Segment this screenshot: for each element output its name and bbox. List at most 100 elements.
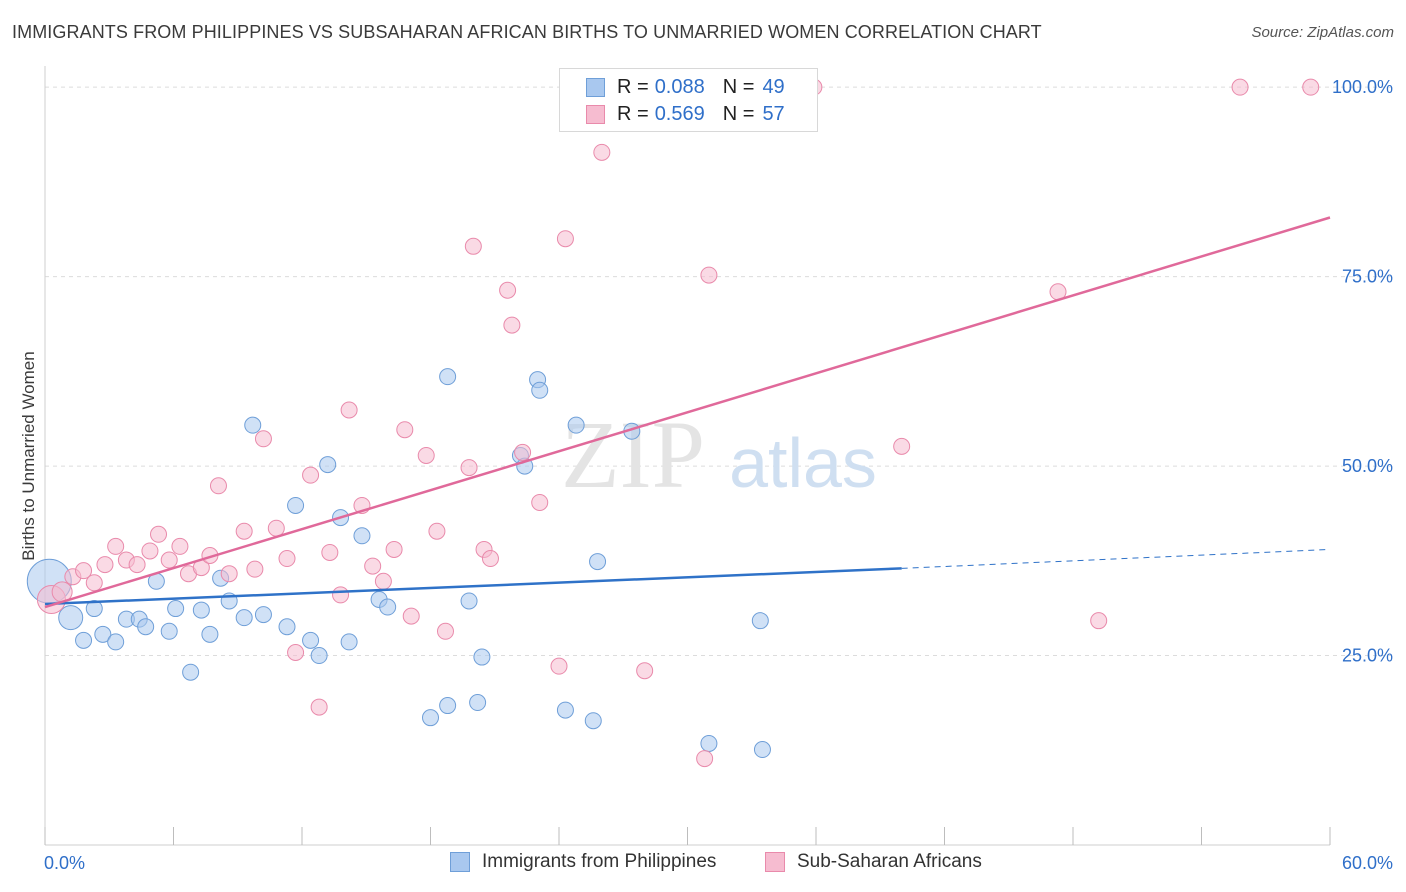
data-point [287,496,305,514]
data-point [235,609,253,627]
legend-n-label: N = [722,75,755,98]
data-point [753,741,771,759]
data-point [58,605,84,631]
data-point [96,556,114,574]
data-point [332,586,350,604]
data-point [340,401,358,419]
data-point [150,525,168,543]
watermark: ZIP atlas [561,401,877,508]
data-point [310,647,328,665]
trend-lines [44,216,1331,609]
data-point [182,663,200,681]
data-point [436,622,454,640]
data-point [1302,78,1320,96]
data-point [531,381,549,399]
bottom-legend-swatch-blue [450,852,470,872]
data-point [192,601,210,619]
data-point [321,543,339,561]
data-point [700,734,718,752]
data-point [267,519,285,537]
data-point [353,527,371,545]
legend-swatch-blue [586,77,605,97]
data-point [751,612,769,630]
legend-n-value: 57 [762,102,785,125]
data-point [167,600,185,618]
data-point [379,598,397,616]
data-point [556,701,574,719]
x-tick-label: 60.0% [1342,853,1393,873]
data-point [696,750,714,768]
legend-row-subsaharan: R = 0.569 N = 57 [586,102,785,126]
data-point [396,421,414,439]
data-point [278,618,296,636]
data-point [514,443,532,461]
data-point [460,592,478,610]
data-point [589,553,607,571]
bottom-legend-label: Immigrants from Philippines [482,851,717,872]
data-point [137,618,155,636]
data-point [469,694,487,712]
data-point [319,456,337,474]
data-point [364,557,382,575]
grid-lines [45,86,1392,657]
data-point [171,537,189,555]
legend-swatch-pink [586,104,605,124]
legend-n-value: 49 [762,75,785,98]
trend-line-philippines-extension [901,548,1331,569]
watermark-zip: ZIP [561,401,705,508]
axes [44,66,1331,846]
data-point [340,633,358,651]
data-point [422,709,439,727]
watermark-atlas: atlas [729,424,877,502]
data-point [531,493,549,511]
data-point [1231,78,1249,96]
data-point [402,607,420,625]
data-point [85,574,103,592]
data-point [439,697,457,715]
data-point [556,230,574,248]
data-point [128,556,146,574]
data-point [893,437,911,455]
data-point [473,648,491,666]
data-point [1090,612,1108,630]
data-point [220,565,238,583]
trend-line-philippines [44,567,902,606]
data-point [94,625,112,643]
y-tick-label: 50.0% [1342,456,1393,476]
data-point [302,466,320,484]
data-point [550,657,568,675]
legend-r-label: R = [617,75,649,98]
data-point [567,416,585,434]
bottom-legend-swatch-pink [765,852,785,872]
data-point [385,540,403,558]
data-point [593,143,611,161]
data-point [160,622,178,640]
data-point [235,522,253,540]
data-point [254,430,272,448]
data-point [244,416,262,434]
y-tick-label: 25.0% [1342,646,1393,666]
bottom-legend-subsaharan: Sub-Saharan Africans [765,851,982,873]
data-point [374,572,392,590]
data-point [107,633,125,651]
data-point [499,281,517,299]
data-point [201,625,219,643]
chart-title: IMMIGRANTS FROM PHILIPPINES VS SUBSAHARA… [12,22,1042,42]
data-point [464,237,482,255]
data-point [439,368,457,386]
bottom-legend-philippines: Immigrants from Philippines [450,851,716,873]
trend-line-subsaharan [44,216,1331,609]
legend-r-value: 0.569 [654,102,705,125]
data-point [503,316,521,334]
data-point [160,551,178,569]
data-point [141,542,159,560]
legend-row-philippines: R = 0.088 N = 49 [586,75,785,99]
x-tick-label: 0.0% [44,853,85,873]
data-point [75,631,93,649]
data-point [75,562,93,580]
legend-r-value: 0.088 [654,75,705,98]
data-point [310,698,328,716]
data-point [460,459,478,477]
bottom-legend-label: Sub-Saharan Africans [797,851,982,872]
